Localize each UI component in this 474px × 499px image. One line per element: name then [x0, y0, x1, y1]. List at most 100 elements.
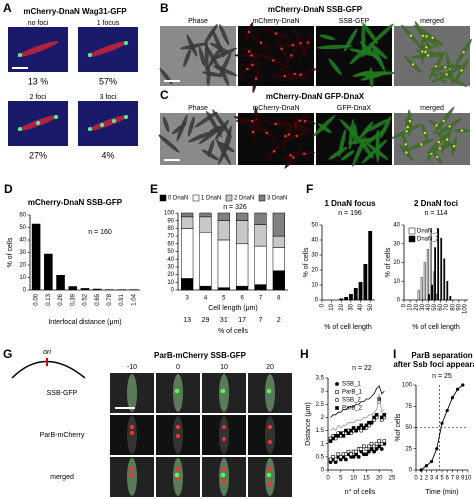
x-tick-label: 0.13 [46, 293, 52, 305]
focus [88, 127, 92, 131]
y-tick-label: 0 [315, 298, 319, 304]
y-axis-label: % of cells [7, 237, 14, 267]
point [440, 421, 444, 425]
point [351, 426, 356, 430]
point [346, 449, 351, 454]
annotation: n = 25 [432, 373, 452, 380]
row-label: SSB-GFP [47, 390, 78, 397]
x-tick-label: 10 [465, 476, 472, 482]
cell [198, 46, 205, 67]
focus [421, 34, 425, 38]
y-tick-label: 100 [164, 211, 175, 217]
legend-label: SSB_1 [342, 382, 361, 388]
cell [341, 150, 355, 161]
focus [436, 155, 439, 159]
point [430, 459, 434, 464]
focus [291, 44, 294, 47]
point [379, 441, 384, 446]
bar [426, 249, 429, 301]
bar [423, 262, 426, 301]
cell [366, 143, 389, 160]
bar [429, 228, 432, 301]
cell [186, 34, 198, 57]
chromosome-arc [11, 360, 86, 379]
x-axis-label: % of cell length [324, 324, 372, 331]
focus [272, 59, 275, 62]
cell [187, 116, 195, 137]
y-tick-label: 30 [393, 241, 400, 247]
share-label: 31 [220, 317, 228, 324]
legend-label: ParB_1 [342, 390, 363, 396]
cell [187, 131, 213, 143]
bar-segment [236, 220, 249, 245]
bar [68, 286, 78, 290]
point [344, 457, 348, 462]
x-tick-label: 100 [463, 303, 469, 314]
point [359, 423, 364, 428]
bar [417, 290, 420, 301]
bar-segment [217, 239, 230, 288]
focus [290, 54, 293, 57]
point [364, 452, 369, 457]
y-tick-label: 50 [405, 425, 412, 431]
time-label: -10 [127, 364, 137, 371]
cell [338, 129, 347, 157]
panel-letter: E [150, 182, 158, 196]
bar-segment [236, 212, 249, 221]
point [344, 428, 348, 433]
y-tick-label: 60 [19, 213, 26, 219]
focus [404, 143, 408, 146]
share-axis-label: % of cells [218, 328, 248, 335]
y-tick-label: 10 [19, 275, 26, 281]
focus [268, 467, 272, 471]
point [359, 447, 364, 451]
bar [449, 296, 452, 301]
focus [452, 144, 456, 148]
x-tick-label: 20 [376, 476, 383, 482]
bar [437, 228, 440, 301]
x-tick-label: 50 [368, 303, 374, 310]
column-label: merged [420, 105, 444, 112]
bar [420, 277, 423, 301]
focus [176, 434, 180, 438]
x-tick-label: 0.00 [34, 293, 40, 305]
x-axis-label: % of cell length [412, 324, 460, 331]
focus [220, 472, 226, 478]
ori-label: ori [43, 349, 51, 356]
x-tick-label: 10 [350, 476, 357, 482]
bar-segment [236, 243, 249, 287]
x-tick-label: 6 [446, 476, 450, 482]
chart-title: ParB separation [411, 351, 472, 360]
bar [363, 264, 368, 300]
x-tick-label: 20 [414, 303, 420, 310]
focus [36, 121, 40, 125]
cell [359, 72, 378, 78]
bar-segment [254, 284, 267, 291]
focus [176, 425, 180, 429]
x-tick-label: 0.78 [107, 293, 113, 305]
focus [462, 51, 465, 54]
bar [446, 281, 449, 301]
image-caption: 2 foci [30, 94, 47, 101]
point [367, 449, 371, 454]
cell [207, 139, 215, 157]
x-axis-label: n° of cells [345, 488, 376, 496]
cell [219, 65, 230, 87]
cell [194, 111, 218, 128]
cell [183, 47, 192, 68]
panel-letter: D [4, 182, 13, 196]
x-tick-label: 0 [320, 303, 326, 307]
bar [443, 258, 446, 301]
focus [250, 54, 253, 57]
focus [176, 467, 180, 471]
focus [460, 69, 463, 72]
focus [254, 77, 258, 80]
bar [434, 247, 437, 301]
bar-segment [272, 270, 285, 291]
focus [426, 54, 430, 57]
share-label: 7 [259, 317, 263, 324]
focus [421, 50, 424, 53]
cell [369, 42, 388, 60]
cell [198, 126, 222, 145]
bar [353, 288, 358, 300]
